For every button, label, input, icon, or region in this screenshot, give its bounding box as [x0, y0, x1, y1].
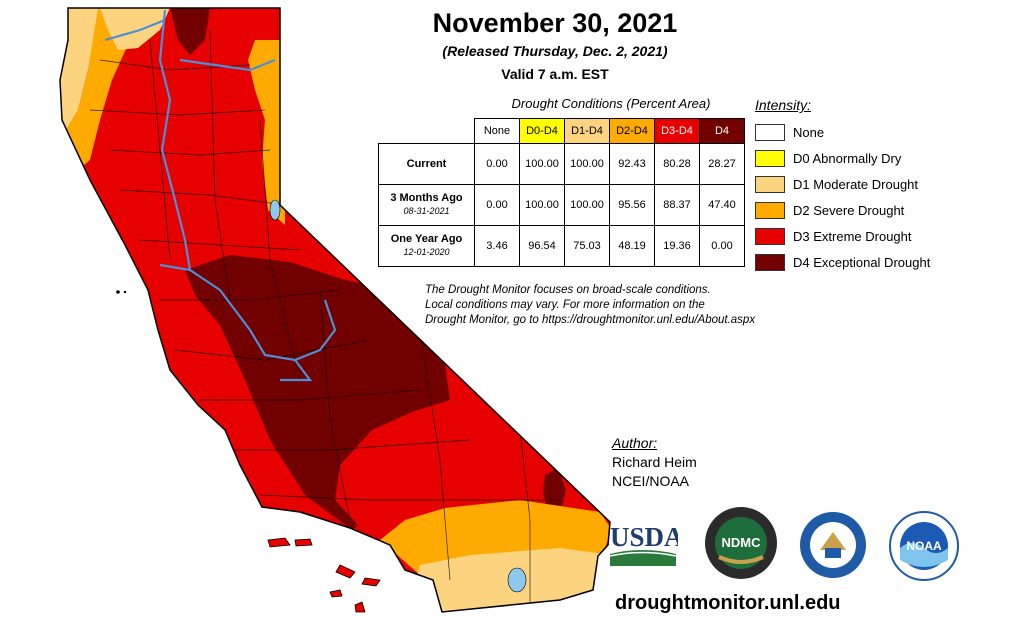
- column-header: D2-D4: [609, 118, 655, 144]
- legend-item: None: [755, 119, 930, 145]
- legend-swatch: [755, 149, 785, 167]
- table-cell: 100.00: [564, 143, 610, 185]
- d1-north-region: [100, 8, 170, 50]
- disclaimer-note: The Drought Monitor focuses on broad-sca…: [425, 283, 825, 328]
- legend-label: D1 Moderate Drought: [793, 176, 919, 192]
- d2-north-coast-region: [66, 8, 150, 170]
- legend-swatch: [755, 227, 785, 245]
- noaa-logo-text: NOAA: [906, 539, 942, 553]
- row-date: 08-31-2021: [403, 206, 450, 216]
- row-title: Current: [406, 157, 447, 170]
- table-cell: 0.00: [474, 143, 520, 185]
- legend-label: None: [793, 124, 825, 140]
- table-row: Current 0.00 100.00 100.00 92.43 80.28 2…: [378, 143, 745, 185]
- table-cell: 28.27: [699, 143, 745, 185]
- row-title: 3 Months Ago: [390, 192, 463, 204]
- d4-north-region: [170, 8, 210, 55]
- table-cell: 48.19: [609, 225, 655, 267]
- table-header-row: None D0-D4 D1-D4 D2-D4 D3-D4 D4: [379, 118, 745, 144]
- column-header: None: [474, 118, 520, 144]
- author-block: Author: Richard Heim NCEI/NOAA: [612, 434, 697, 491]
- legend-swatch: [755, 123, 785, 141]
- table-cell: 95.56: [609, 184, 655, 226]
- author-label: Author:: [612, 435, 658, 451]
- valid-time: Valid 7 a.m. EST: [501, 66, 609, 82]
- legend-swatch: [755, 175, 785, 193]
- table-cell: 80.28: [654, 143, 700, 185]
- legend-label: D2 Severe Drought: [793, 202, 905, 218]
- d4-central-region: [185, 255, 450, 530]
- table-cell: 3.46: [474, 225, 520, 267]
- note-line: Local conditions may vary. For more info…: [425, 299, 705, 311]
- legend-item: D3 Extreme Drought: [755, 223, 930, 249]
- table-cell: 0.00: [699, 225, 745, 267]
- legend-item: D4 Exceptional Drought: [755, 249, 930, 275]
- row-label: 3 Months Ago 08-31-2021: [378, 184, 475, 226]
- table-cell: 47.40: [699, 184, 745, 226]
- table-row: One Year Ago 12-01-2020 3.46 96.54 75.03 …: [378, 225, 745, 267]
- column-header: D4: [699, 118, 745, 144]
- table-cell: 0.00: [474, 184, 520, 226]
- table-row: 3 Months Ago 08-31-2021 0.00 100.00 100.0…: [378, 184, 745, 226]
- d4-southeast-spot: [543, 468, 566, 515]
- rivers: [104, 9, 337, 382]
- map-title: November 30, 2021: [432, 8, 678, 38]
- legend-swatch: [755, 253, 785, 271]
- table-cell: 100.00: [519, 184, 565, 226]
- ndmc-logo: NDMC: [705, 507, 777, 579]
- table-cell: 19.36: [654, 225, 700, 267]
- d2-northeast-region: [248, 40, 285, 225]
- table-cell: 75.03: [564, 225, 610, 267]
- release-date: (Released Thursday, Dec. 2, 2021): [442, 43, 668, 59]
- usda-logo: USDA: [609, 522, 678, 566]
- note-line: Drought Monitor, go to https://droughtmo…: [425, 314, 756, 326]
- county-lines: [89, 29, 560, 610]
- legend-item: D1 Moderate Drought: [755, 171, 930, 197]
- row-label: Current: [378, 143, 475, 185]
- legend-title: Intensity:: [755, 97, 812, 113]
- conditions-caption: Drought Conditions (Percent Area): [511, 96, 711, 111]
- legend-label: D3 Extreme Drought: [793, 228, 912, 244]
- legend-label: D4 Exceptional Drought: [793, 254, 931, 270]
- row-title: One Year Ago: [390, 233, 463, 245]
- legend-label: D0 Abnormally Dry: [793, 150, 902, 166]
- table-cell: 100.00: [519, 143, 565, 185]
- note-line: The Drought Monitor focuses on broad-sca…: [425, 284, 711, 296]
- commerce-seal: [800, 512, 866, 578]
- row-label: One Year Ago 12-01-2020: [378, 225, 475, 267]
- legend-item: D0 Abnormally Dry: [755, 145, 930, 171]
- table-cell: 96.54: [519, 225, 565, 267]
- table-cell: 100.00: [564, 184, 610, 226]
- footer-url[interactable]: droughtmonitor.unl.edu: [615, 592, 841, 614]
- ndmc-logo-text: NDMC: [722, 535, 762, 550]
- coastal-dots: [116, 290, 127, 294]
- column-header: D3-D4: [654, 118, 700, 144]
- table-cell: 92.43: [609, 143, 655, 185]
- table-cell: 88.37: [654, 184, 700, 226]
- d1-south-region: [400, 548, 610, 612]
- intensity-legend: None D0 Abnormally Dry D1 Moderate Droug…: [755, 119, 930, 275]
- drought-conditions-table: None D0-D4 D1-D4 D2-D4 D3-D4 D4 Current …: [378, 118, 745, 267]
- author-org: NCEI/NOAA: [612, 473, 690, 489]
- author-name: Richard Heim: [612, 454, 697, 470]
- legend-item: D2 Severe Drought: [755, 197, 930, 223]
- usda-logo-text: USDA: [610, 522, 678, 552]
- legend-swatch: [755, 201, 785, 219]
- channel-islands: [267, 537, 381, 613]
- noaa-logo: NOAA: [889, 511, 959, 581]
- column-header: D0-D4: [519, 118, 565, 144]
- salton-sea-lake: [507, 567, 527, 593]
- table-corner: [379, 119, 475, 144]
- column-header: D1-D4: [564, 118, 610, 144]
- lake-tahoe: [269, 199, 281, 221]
- row-date: 12-01-2020: [403, 247, 450, 257]
